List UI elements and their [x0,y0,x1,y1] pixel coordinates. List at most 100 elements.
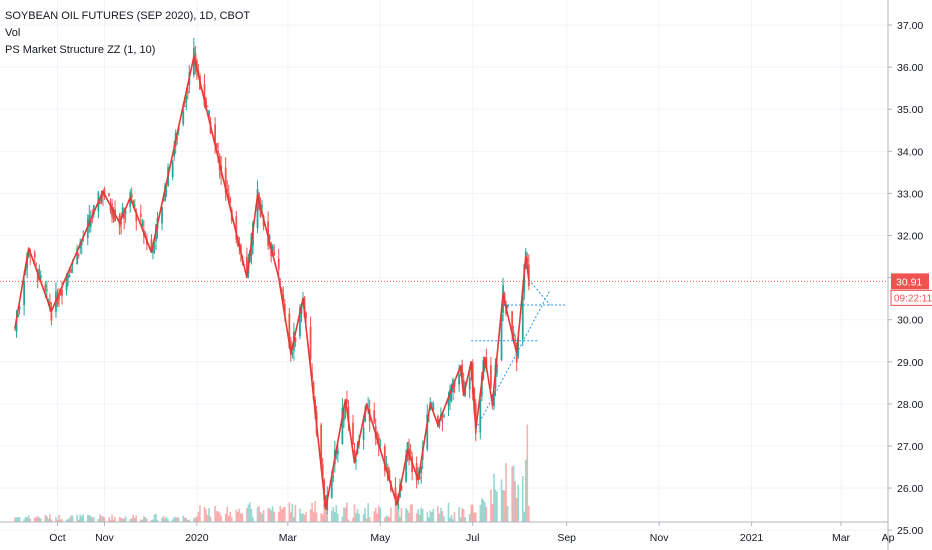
volume-bar [67,519,69,522]
volume-bar [209,516,212,522]
volume-bar [206,514,209,522]
volume-bar [61,519,63,522]
volume-bar [93,517,95,522]
candle-body [273,251,276,256]
x-tick-label: 2020 [185,532,209,544]
volume-bar [99,514,101,522]
volume-bar [365,518,368,522]
symbol-title[interactable]: SOYBEAN OIL FUTURES (SEP 2020), 1D, CBOT [5,10,251,22]
volume-bar [247,504,250,522]
volume-bar [409,504,412,522]
candle-body [277,258,280,270]
volume-bar [332,507,335,522]
chart-legend: SOYBEAN OIL FUTURES (SEP 2020), 1D, CBOT… [5,8,250,59]
candle-body [282,294,285,303]
volume-bar [394,505,397,522]
candle-body [330,476,333,498]
volume-bar [376,513,379,522]
volume-bar [262,510,265,522]
volume-bar [438,513,441,522]
volume-bar [493,473,495,522]
candle-body [430,403,433,405]
candle-body [194,53,197,66]
candle-body [261,205,263,207]
candle-body [161,207,163,224]
volume-legend[interactable]: Vol [5,27,21,39]
volume-bar [121,518,124,522]
candle-body [324,495,327,502]
candle-body [353,450,356,458]
volume-bar [267,508,269,522]
candle-body [453,382,456,387]
volume-bar [503,490,506,522]
volume-bar [521,476,524,522]
candle-body [173,149,176,157]
volume-bar [524,459,527,522]
candle-body [59,290,62,296]
candle-body [139,213,142,217]
candle-body [309,326,312,360]
candle-body [70,269,73,273]
volume-bar [452,519,454,522]
volume-bar [502,490,504,522]
volume-bar [479,504,482,522]
candle-body [406,442,409,457]
volume-bar [164,518,166,522]
volume-bar [177,517,180,522]
volume-bar [474,512,477,522]
candle-body [229,197,232,203]
volume-bar [464,517,466,522]
volume-bar [528,505,530,522]
candle-body [291,352,294,354]
volume-bar [238,508,241,522]
candle-body [288,313,291,348]
volume-bar [161,517,163,522]
volume-bar [384,517,386,522]
volume-bar [132,515,135,522]
volume-bar [388,517,391,522]
candle-body [396,495,398,499]
volume-bar [55,517,57,522]
volume-bar [429,510,432,522]
candle-body [108,193,110,196]
y-tick-label: 30.00 [897,315,923,327]
volume-bar [337,513,339,522]
candle-body [76,248,79,264]
y-tick-label: 34.00 [897,146,923,158]
x-tick-label: Mar [832,532,851,544]
volume-bar [290,512,292,522]
volume-bar [100,516,103,522]
volume-bar [374,507,377,522]
projection-upper-line [528,279,551,306]
candle-body [388,470,391,480]
volume-bar [450,514,453,522]
volume-bar [335,505,338,522]
volume-bar [352,517,354,522]
candle-body [67,275,69,279]
volume-bar [102,516,104,522]
time-axis[interactable]: Oct Nov 2020 Mar May Jul Sep Nov 2021 Mar Ap [0,521,895,544]
volume-bar [123,518,125,522]
candle-body [171,161,174,177]
volume-bar [199,505,201,522]
volume-bar [268,507,271,522]
volume-bar [129,519,132,522]
volume-bar [400,508,403,522]
volume-bar [515,497,518,522]
volume-bar [405,507,407,522]
indicator-legend[interactable]: PS Market Structure ZZ (1, 10) [5,44,156,56]
volume-bar [271,506,274,522]
volume-bar [256,507,259,522]
candle-body [400,486,403,490]
volume-bar [490,489,492,522]
volume-bar [237,511,239,522]
volume-bar [288,502,291,522]
candle-body [112,209,115,219]
candle-body [383,446,386,472]
candle-body [447,401,450,406]
volume-bar [514,481,516,522]
volume-bar [193,518,195,522]
candle-body [15,319,18,332]
volume-bar [97,518,100,522]
